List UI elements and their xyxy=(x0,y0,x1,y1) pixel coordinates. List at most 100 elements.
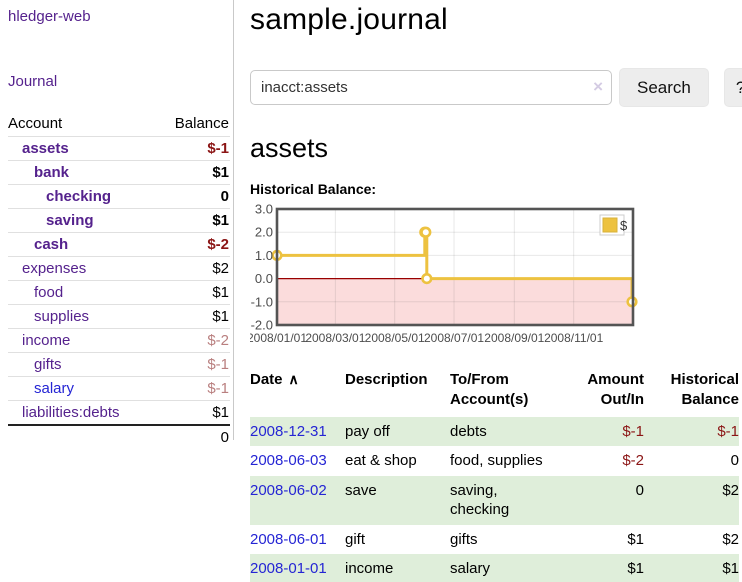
txn-row[interactable]: 2008-12-31 pay off debts $-1 $-1 xyxy=(250,416,739,446)
txn-col-amount: Amount Out/In xyxy=(587,371,644,409)
accounts-total-row: 0 xyxy=(8,424,230,449)
account-row: assets $-1 xyxy=(8,136,230,161)
sort-ascending-icon: ∧ xyxy=(288,371,299,387)
data-point-marker xyxy=(420,226,432,238)
svg-text:2008/11/01: 2008/11/01 xyxy=(544,331,603,345)
txn-row[interactable]: 2008-01-01 income salary $1 $1 xyxy=(250,554,739,582)
account-row: checking 0 xyxy=(8,184,230,209)
txn-row[interactable]: 2008-06-03 eat & shop food, supplies $-2 0 xyxy=(250,446,739,476)
txn-accounts: gifts xyxy=(450,530,478,548)
account-balance: $-2 xyxy=(156,328,230,353)
legend-swatch xyxy=(602,217,618,233)
txn-accounts: food, supplies xyxy=(450,452,543,469)
txn-accounts: salary xyxy=(450,560,491,577)
sidebar-account-link[interactable]: saving xyxy=(46,212,94,229)
main-content: sample.journal × Search ? assets Histori… xyxy=(234,0,742,582)
txn-amount: $1 xyxy=(627,530,644,548)
sidebar-account-link[interactable]: food xyxy=(34,284,64,301)
txn-balance: 0 xyxy=(730,452,739,469)
sidebar-account-link[interactable]: liabilities:debts xyxy=(22,404,120,421)
sidebar-item-journal[interactable]: Journal xyxy=(8,73,58,90)
account-row: salary $-1 xyxy=(8,376,230,401)
sidebar-account-link[interactable]: bank xyxy=(34,164,70,181)
txn-balance: $-1 xyxy=(717,422,739,440)
txn-description: pay off xyxy=(345,422,390,440)
page-title: sample.journal xyxy=(250,3,448,36)
chart-canvas: 3.0 2.0 1.0 0.0 -1.0 -2.02008/01/012008/03/01… xyxy=(247,202,638,345)
account-row: food $1 xyxy=(8,280,230,305)
txn-amount: $-1 xyxy=(622,422,644,440)
account-balance: $-1 xyxy=(156,376,230,401)
account-balance: $1 xyxy=(156,304,230,329)
account-heading: assets xyxy=(250,133,329,163)
sidebar-account-link[interactable]: assets xyxy=(22,140,69,157)
clear-search-icon[interactable]: × xyxy=(593,77,603,96)
chart-title: Historical Balance: xyxy=(250,181,377,197)
txn-col-balance: Historical Balance xyxy=(670,371,739,409)
svg-text:3.0: 3.0 xyxy=(255,202,273,217)
sidebar: hledger-web Journal Account Balance asse… xyxy=(0,0,234,449)
svg-text:1.0: 1.0 xyxy=(255,248,273,263)
txn-row[interactable]: 2008-06-01 gift gifts $1 $2 xyxy=(250,525,739,555)
txn-date-link[interactable]: 2008-06-03 xyxy=(250,452,327,469)
account-balance: $-1 xyxy=(156,352,230,377)
txn-col-accounts: To/From Account(s) xyxy=(450,371,529,409)
negative-region xyxy=(277,278,633,325)
sidebar-account-link[interactable]: checking xyxy=(46,188,112,205)
svg-text:2008/05/01: 2008/05/01 xyxy=(365,331,425,345)
transactions-table: Date ∧ Description To/From Account(s) Amo… xyxy=(250,368,739,582)
account-balance: $-2 xyxy=(156,232,230,257)
svg-text:2008/01/01: 2008/01/01 xyxy=(250,331,307,345)
txn-description: eat & shop xyxy=(345,452,417,469)
txn-col-description: Description xyxy=(345,371,428,388)
account-balance: $1 xyxy=(156,208,230,233)
account-row: liabilities:debts $1 xyxy=(8,400,230,425)
accounts-col-balance: Balance xyxy=(174,115,229,132)
txn-date-link[interactable]: 2008-01-01 xyxy=(250,560,327,577)
accounts-table: Account Balance assets $-1 bank $1 checking 0… xyxy=(8,112,230,449)
svg-text:-2.0: -2.0 xyxy=(251,318,273,333)
sidebar-account-link[interactable]: gifts xyxy=(34,356,62,373)
sidebar-account-link[interactable]: expenses xyxy=(22,260,87,277)
txn-balance: $2 xyxy=(722,481,739,499)
txn-description: gift xyxy=(345,530,366,548)
sidebar-account-link[interactable]: income xyxy=(22,332,71,349)
account-row: income $-2 xyxy=(8,328,230,353)
legend-label: $ xyxy=(620,218,628,233)
plot-frame xyxy=(275,207,635,327)
account-row: saving $1 xyxy=(8,208,230,233)
txn-amount: 0 xyxy=(635,481,644,499)
account-row: cash $-2 xyxy=(8,232,230,257)
search-button[interactable]: Search xyxy=(619,68,709,107)
txn-row[interactable]: 2008-06-02 save saving, checking 0 $2 xyxy=(250,475,739,525)
account-balance: $-1 xyxy=(156,136,230,161)
account-balance: $1 xyxy=(156,160,230,185)
txn-date-link[interactable]: 2008-06-02 xyxy=(250,481,327,499)
txn-description: income xyxy=(345,560,394,577)
txn-date-link[interactable]: 2008-06-01 xyxy=(250,530,327,548)
data-point-marker xyxy=(421,272,433,285)
search-input[interactable] xyxy=(250,70,612,105)
account-balance: 0 xyxy=(156,184,230,209)
accounts-col-account: Account xyxy=(8,115,63,132)
sidebar-account-link[interactable]: supplies xyxy=(34,308,90,325)
txn-col-date[interactable]: Date ∧ xyxy=(250,371,299,388)
account-balance: $2 xyxy=(156,256,230,281)
account-balance: $1 xyxy=(156,280,230,305)
txn-accounts: saving, checking xyxy=(450,481,510,519)
sidebar-account-link[interactable]: salary xyxy=(34,380,75,397)
txn-accounts: debts xyxy=(450,422,487,440)
search-form: × Search ? xyxy=(250,68,742,107)
svg-text:2008/09/01: 2008/09/01 xyxy=(484,331,544,345)
txn-amount: $1 xyxy=(627,560,644,577)
sidebar-account-link[interactable]: cash xyxy=(34,236,69,253)
accounts-total-value: 0 xyxy=(156,424,230,449)
svg-text:2008/07/01: 2008/07/01 xyxy=(424,331,484,345)
svg-text:-1.0: -1.0 xyxy=(251,294,273,309)
txn-date-link[interactable]: 2008-12-31 xyxy=(250,422,327,440)
txn-balance: $2 xyxy=(722,530,739,548)
help-button[interactable]: ? xyxy=(723,68,742,107)
chart-legend: $ xyxy=(599,214,628,236)
app-brand-link[interactable]: hledger-web xyxy=(8,8,91,25)
